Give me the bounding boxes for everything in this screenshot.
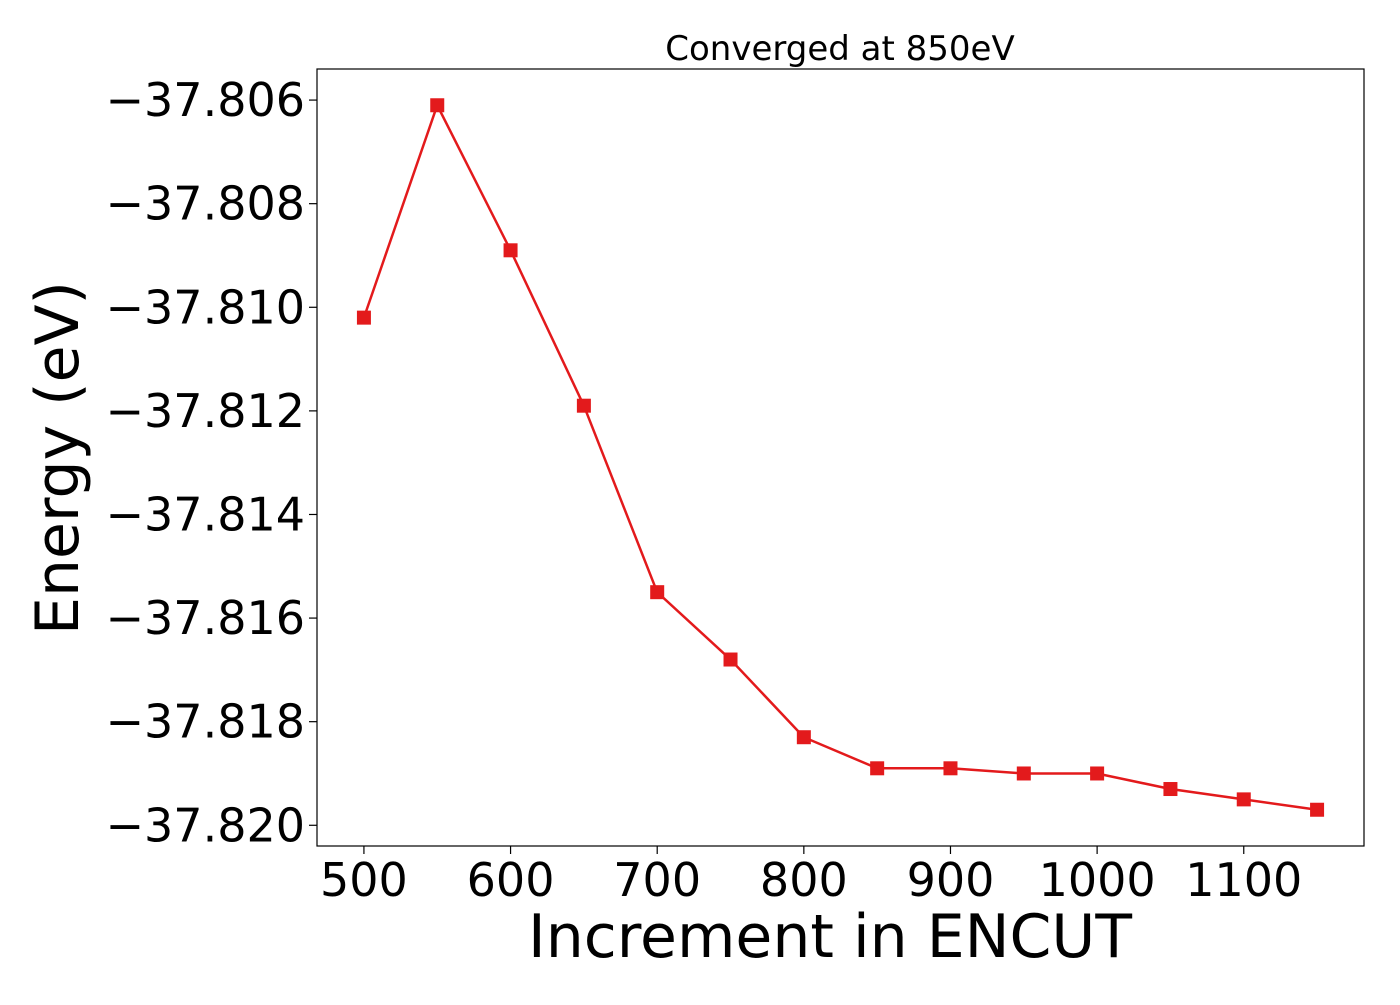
x-tick-label: 800	[760, 853, 848, 907]
data-point	[356, 310, 371, 325]
x-tick-label: 600	[467, 853, 555, 907]
data-point	[943, 761, 958, 776]
data-point	[1236, 792, 1251, 807]
series-line	[362, 102, 1318, 811]
x-tick-label: 1100	[1185, 853, 1302, 907]
plot-area-frame	[316, 68, 1365, 847]
y-tick-label: −37.818	[106, 695, 306, 749]
data-point	[1310, 802, 1325, 817]
y-tick-label: −37.814	[106, 487, 306, 541]
data-point	[650, 585, 665, 600]
x-tick-label: 1000	[1039, 853, 1156, 907]
y-tick-label: −37.808	[106, 177, 306, 231]
data-point	[723, 652, 738, 667]
x-tick-label: 500	[320, 853, 408, 907]
y-tick-label: −37.812	[106, 384, 306, 438]
data-point	[503, 243, 518, 258]
y-axis-title: Energy (eV)	[23, 281, 93, 635]
x-axis-title: Increment in ENCUT	[528, 902, 1132, 972]
y-tick-label: −37.810	[106, 280, 306, 334]
data-point	[796, 730, 811, 745]
y-tick-label: −37.816	[106, 591, 306, 645]
data-point	[870, 761, 885, 776]
data-point	[1016, 766, 1031, 781]
x-axis-ticks: 500 600 700 800 900 1000 1100	[320, 846, 1302, 907]
data-point	[576, 398, 591, 413]
x-tick-label: 700	[613, 853, 701, 907]
series-layer	[356, 98, 1325, 817]
data-point	[1090, 766, 1105, 781]
data-point	[430, 98, 445, 113]
chart-title: Converged at 850eV	[665, 29, 1014, 69]
y-tick-label: −37.820	[106, 798, 306, 852]
x-tick-label: 900	[907, 853, 995, 907]
y-axis-ticks: −37.806 −37.808 −37.810 −37.812 −37.814 −37.8…	[106, 73, 317, 852]
y-tick-label: −37.806	[106, 73, 306, 127]
data-point	[1163, 782, 1178, 797]
